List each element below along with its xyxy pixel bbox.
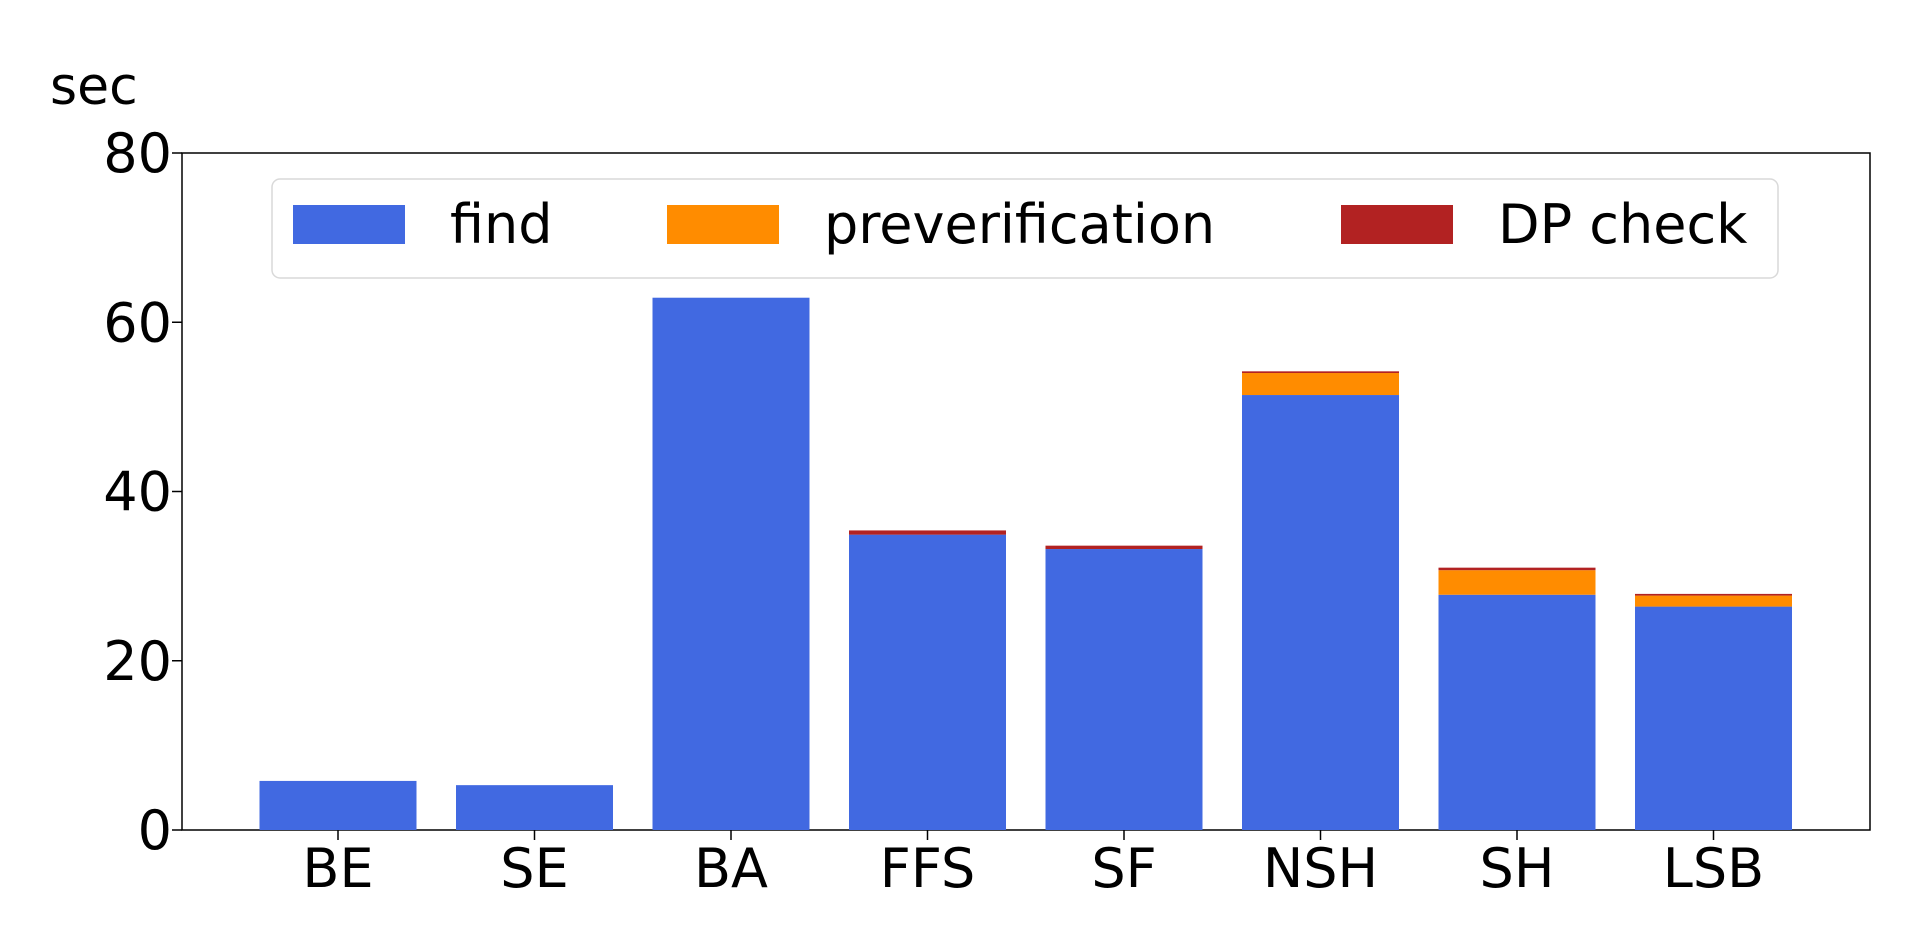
legend-swatch-find bbox=[293, 205, 405, 244]
bar-sh-dp-check bbox=[1438, 567, 1596, 571]
y-tick-label-60: 60 bbox=[103, 291, 172, 354]
bar-sf-find bbox=[1045, 549, 1203, 830]
bars-layer bbox=[259, 297, 1792, 831]
bar-nsh-dp-check bbox=[1242, 371, 1399, 374]
legend-box bbox=[271, 178, 1779, 279]
y-tick-label-20: 20 bbox=[103, 630, 172, 693]
y-axis-unit-label: sec bbox=[50, 57, 138, 117]
x-tick-label-se: SE bbox=[500, 837, 568, 900]
bar-ba-find bbox=[652, 297, 810, 831]
x-tick-label-lsb: LSB bbox=[1663, 837, 1764, 900]
y-tick-label-40: 40 bbox=[103, 461, 172, 524]
bar-nsh-preverification bbox=[1242, 373, 1399, 396]
legend-swatch-preverification bbox=[667, 205, 779, 244]
y-axis: 0 20 40 60 80 bbox=[103, 122, 182, 862]
x-tick-label-nsh: NSH bbox=[1263, 837, 1378, 900]
legend-swatch-dp-check bbox=[1341, 205, 1453, 244]
legend-label-preverification: preverification bbox=[824, 193, 1215, 256]
bar-nsh-find bbox=[1242, 395, 1399, 830]
bar-be-find bbox=[259, 780, 417, 830]
y-tick-label-0: 0 bbox=[138, 799, 172, 862]
legend: find preverification DP check bbox=[271, 178, 1779, 279]
bar-ffs-find bbox=[849, 534, 1006, 830]
bar-lsb-find bbox=[1635, 606, 1792, 830]
x-tick-label-ffs: FFS bbox=[880, 837, 975, 900]
bar-sf-dp-check bbox=[1045, 545, 1203, 550]
bar-sh-find bbox=[1438, 594, 1596, 830]
x-tick-label-ba: BA bbox=[694, 837, 768, 900]
bar-ffs-dp-check bbox=[849, 530, 1006, 535]
x-axis: BE SE BA FFS SF NSH SH LSB bbox=[302, 830, 1764, 900]
legend-label-dp-check: DP check bbox=[1498, 193, 1748, 256]
bar-sh-preverification bbox=[1438, 570, 1596, 595]
bar-se-find bbox=[456, 785, 613, 830]
x-tick-label-sh: SH bbox=[1480, 837, 1555, 900]
bar-lsb-preverification bbox=[1635, 595, 1792, 607]
x-tick-label-sf: SF bbox=[1091, 837, 1156, 900]
legend-items: find preverification DP check bbox=[293, 193, 1748, 256]
bar-lsb-dp-check bbox=[1635, 593, 1792, 596]
legend-label-find: find bbox=[450, 193, 553, 256]
y-tick-label-80: 80 bbox=[103, 122, 172, 185]
x-tick-label-be: BE bbox=[302, 837, 373, 900]
